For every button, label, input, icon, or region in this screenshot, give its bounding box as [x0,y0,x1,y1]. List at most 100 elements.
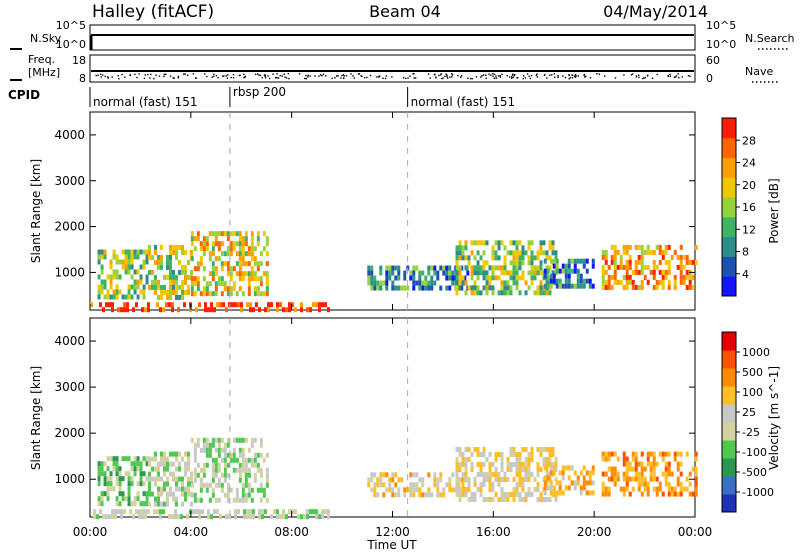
heatmap-cell [536,255,540,261]
heatmap-cell [448,477,452,483]
heatmap-cell [276,307,279,313]
heatmap-cell [601,491,605,497]
heatmap-cell [640,461,644,467]
heatmap-cell [226,271,230,277]
heatmap-cell [515,255,519,261]
heatmap-cell [130,249,134,255]
nave-point [184,73,186,75]
heatmap-cell [145,491,149,497]
heatmap-cell [159,284,163,290]
heatmap-cell [226,286,230,292]
heatmap-cell [127,496,131,502]
heatmap-cell [97,274,101,280]
heatmap-cell [127,456,131,462]
heatmap-cell [688,279,692,285]
nave-point [402,77,405,79]
heatmap-cell [655,461,659,467]
heatmap-cell [515,280,519,286]
heatmap-cell [631,466,635,472]
heatmap-cell [241,457,245,463]
heatmap-cell [536,466,540,472]
heatmap-cell [554,476,558,482]
heatmap-cell [112,269,116,275]
heatmap-cell [613,264,617,270]
nave-point [568,73,570,76]
heatmap-cell [97,471,101,477]
heatmap-cell [588,475,592,481]
heatmap-cell [237,302,240,308]
nave-point [480,76,482,78]
heatmap-cell [509,285,513,291]
heatmap-cell [133,466,137,472]
heatmap-cell [430,285,434,291]
nave-point [264,77,267,79]
nave-point [553,76,556,78]
x-axis-label: Time UT [366,538,417,552]
heatmap-cell [205,482,209,488]
nave-point [631,73,634,75]
heatmap-cell [174,456,178,462]
heatmap-cell [391,487,395,493]
heatmap-cell [655,279,659,285]
heatmap-cell [643,481,647,487]
heatmap-cell [193,497,197,503]
nave-point [212,75,215,77]
heatmap-cell [518,481,522,487]
heatmap-cell [262,246,266,252]
heatmap-cell [461,451,465,457]
heatmap-cell [136,284,140,290]
nave-point [279,74,281,77]
heatmap-cell [570,480,574,486]
heatmap-cell [506,250,510,256]
heatmap-cell [183,451,187,457]
heatmap-cell [100,461,104,467]
heatmap-cell [527,456,531,462]
nave-point [568,77,570,80]
heatmap-cell [567,273,571,279]
heatmap-cell [168,279,172,285]
heatmap-cell [150,466,154,472]
heatmap-cell [458,240,462,246]
heatmap-cell [139,501,143,507]
heatmap-cell [527,461,531,467]
heatmap-cell [421,270,425,276]
heatmap-cell [174,294,178,300]
heatmap-cell [500,461,504,467]
heatmap-cell [265,477,269,483]
heatmap-cell [103,249,107,255]
heatmap-cell [436,492,440,498]
heatmap-cell [604,471,608,477]
heatmap-cell [548,496,552,502]
heatmap-cell [473,446,477,452]
nave-point [569,76,572,79]
heatmap-cell [139,264,143,270]
heatmap-cell [676,451,680,457]
heatmap-cell [625,456,629,462]
heatmap-cell [546,475,550,481]
heatmap-cell [262,457,266,463]
heatmap-cell [220,482,224,488]
heatmap-cell [619,279,623,285]
heatmap-cell [256,276,260,282]
nsky-panel: N.Sky 10^5 10^0 10^5 10^0 N.Search [10,19,795,51]
heatmap-cell [265,291,269,297]
heatmap-cell [601,471,605,477]
heatmap-cell [397,492,401,498]
heatmap-cell [455,250,459,256]
heatmap-cell [551,250,555,256]
heatmap-cell [153,481,157,487]
heatmap-cell [542,456,546,462]
heatmap-cell [488,265,492,271]
heatmap-cell [106,476,110,482]
heatmap-cell [610,274,614,280]
heatmap-cell [111,509,114,515]
heatmap-cell [247,286,251,292]
heatmap-cell [622,244,626,250]
heatmap-cell [601,249,605,255]
heatmap-cell [470,265,474,271]
heatmap-cell [139,461,143,467]
heatmap-cell [476,461,480,467]
heatmap-cell [512,486,516,492]
heatmap-cell [685,284,689,290]
heatmap-cell [235,492,239,498]
